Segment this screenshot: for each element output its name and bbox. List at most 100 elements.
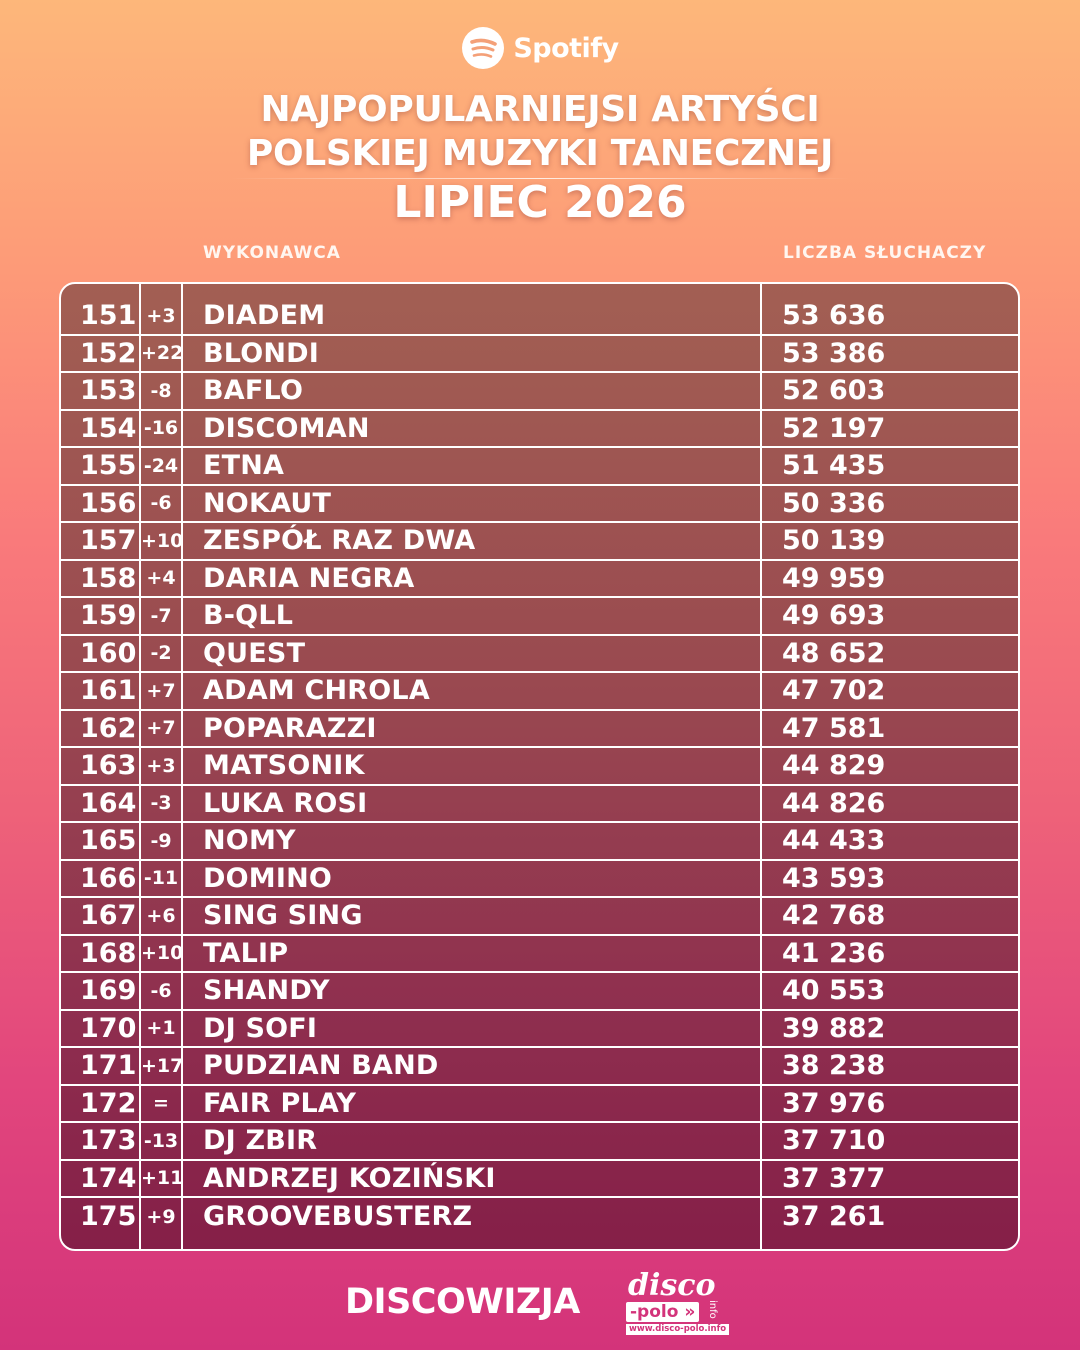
logo-disco-text: disco <box>628 1268 716 1303</box>
ranking-table: 151 +3 DIADEM 53 636 152 +22 BLONDI 53 386 153 -8… <box>59 282 1020 1251</box>
column-header-listeners: LICZBA SŁUCHACZY <box>783 243 987 263</box>
artist-cell: ETNA <box>203 450 285 482</box>
listeners-cell: 37 976 <box>782 1087 886 1119</box>
spotify-icon <box>462 27 505 69</box>
listeners-cell: 38 238 <box>782 1050 886 1082</box>
change-cell: +6 <box>146 904 176 927</box>
artist-cell: DOMINO <box>203 862 333 894</box>
spotify-brand-text: Spotify <box>513 32 619 64</box>
rank-cell: 159 <box>80 600 137 632</box>
rank-cell: 174 <box>80 1162 137 1194</box>
title-divider <box>230 178 850 179</box>
artist-cell: SHANDY <box>203 975 330 1007</box>
change-cell: +22 <box>141 342 184 365</box>
rank-cell: 171 <box>80 1050 137 1082</box>
rank-cell: 175 <box>80 1201 137 1233</box>
change-cell: -13 <box>143 1129 179 1152</box>
listeners-cell: 43 593 <box>782 862 886 894</box>
rank-cell: 172 <box>80 1087 137 1119</box>
title-line-2: POLSKIEJ MUZYKI TANECZNEJ <box>246 133 834 174</box>
rank-cell: 169 <box>80 975 137 1007</box>
table-row: 162 +7 POPARAZZI 47 581 <box>61 711 1018 748</box>
table-row: 161 +7 ADAM CHROLA 47 702 <box>61 673 1018 711</box>
artist-cell: BLONDI <box>203 337 320 369</box>
change-cell: -6 <box>150 979 172 1002</box>
artist-cell: GROOVEBUSTERZ <box>203 1201 473 1233</box>
disco-polo-info-logo: disco -polo » info www.disco-polo.info <box>624 1268 734 1338</box>
artist-cell: NOKAUT <box>203 487 332 519</box>
artist-cell: B-QLL <box>203 600 294 632</box>
listeners-cell: 47 581 <box>782 712 886 744</box>
rank-cell: 157 <box>80 525 137 557</box>
listeners-cell: 49 693 <box>782 600 886 632</box>
change-cell: +3 <box>146 754 176 777</box>
listeners-cell: 48 652 <box>782 637 886 669</box>
rank-cell: 158 <box>80 562 137 594</box>
artist-cell: PUDZIAN BAND <box>203 1050 439 1082</box>
listeners-cell: 41 236 <box>782 937 886 969</box>
rank-cell: 155 <box>80 450 137 482</box>
artist-cell: BAFLO <box>203 375 304 407</box>
artist-cell: FAIR PLAY <box>203 1087 357 1119</box>
rank-cell: 173 <box>80 1125 137 1157</box>
rank-cell: 162 <box>80 712 137 744</box>
artist-cell: QUEST <box>203 637 306 669</box>
rank-cell: 165 <box>80 825 137 857</box>
rank-cell: 154 <box>80 412 137 444</box>
artist-cell: DIADEM <box>203 300 326 332</box>
rank-cell: 161 <box>80 675 137 707</box>
artist-cell: ADAM CHROLA <box>203 675 430 707</box>
table-row: 151 +3 DIADEM 53 636 <box>61 298 1018 336</box>
artist-cell: POPARAZZI <box>203 712 377 744</box>
column-header-artist: WYKONAWCA <box>203 243 341 263</box>
spotify-logo: Spotify <box>0 26 1080 70</box>
table-row: 153 -8 BAFLO 52 603 <box>61 373 1018 411</box>
change-cell: +10 <box>141 529 184 552</box>
table-row: 167 +6 SING SING 42 768 <box>61 898 1018 936</box>
table-row: 160 -2 QUEST 48 652 <box>61 636 1018 673</box>
change-cell: -8 <box>150 379 172 402</box>
table-row: 155 -24 ETNA 51 435 <box>61 448 1018 486</box>
change-cell: +11 <box>141 1167 184 1190</box>
title-line-1: NAJPOPULARNIEJSI ARTYŚCI <box>260 89 820 130</box>
rank-cell: 167 <box>80 900 137 932</box>
change-cell: +7 <box>146 717 176 740</box>
change-cell: +9 <box>146 1205 176 1228</box>
table-row: 174 +11 ANDRZEJ KOZIŃSKI 37 377 <box>61 1161 1018 1198</box>
listeners-cell: 51 435 <box>782 450 886 482</box>
listeners-cell: 37 377 <box>782 1162 886 1194</box>
logo-info-text: info <box>707 1300 718 1319</box>
table-row: 175 +9 GROOVEBUSTERZ 37 261 <box>61 1198 1018 1236</box>
logo-polo-text: -polo » <box>626 1302 700 1322</box>
listeners-cell: 37 261 <box>782 1201 886 1233</box>
table-row: 159 -7 B-QLL 49 693 <box>61 598 1018 636</box>
change-cell: -9 <box>150 829 172 852</box>
listeners-cell: 47 702 <box>782 675 886 707</box>
change-cell: -11 <box>143 867 179 890</box>
table-row: 154 -16 DISCOMAN 52 197 <box>61 411 1018 448</box>
table-row: 169 -6 SHANDY 40 553 <box>61 973 1018 1011</box>
rank-cell: 156 <box>80 487 137 519</box>
listeners-cell: 53 386 <box>782 337 886 369</box>
footer: DISCOWIZJA disco -polo » info www.disco-… <box>0 1268 1080 1340</box>
listeners-cell: 42 768 <box>782 900 886 932</box>
artist-cell: SING SING <box>203 900 363 932</box>
rank-cell: 163 <box>80 750 137 782</box>
change-cell: = <box>153 1092 169 1115</box>
listeners-cell: 39 882 <box>782 1012 886 1044</box>
rank-cell: 164 <box>80 787 137 819</box>
change-cell: -16 <box>143 417 179 440</box>
artist-cell: DISCOMAN <box>203 412 370 444</box>
table-row: 163 +3 MATSONIK 44 829 <box>61 748 1018 786</box>
listeners-cell: 52 603 <box>782 375 886 407</box>
logo-url-text: www.disco-polo.info <box>626 1324 730 1335</box>
table-row: 170 +1 DJ SOFI 39 882 <box>61 1011 1018 1048</box>
rank-cell: 166 <box>80 862 137 894</box>
listeners-cell: 40 553 <box>782 975 886 1007</box>
artist-cell: ANDRZEJ KOZIŃSKI <box>203 1162 496 1194</box>
column-divider <box>181 284 183 1249</box>
listeners-cell: 44 433 <box>782 825 886 857</box>
artist-cell: ZESPÓŁ RAZ DWA <box>203 525 476 557</box>
listeners-cell: 53 636 <box>782 300 886 332</box>
artist-cell: NOMY <box>203 825 296 857</box>
